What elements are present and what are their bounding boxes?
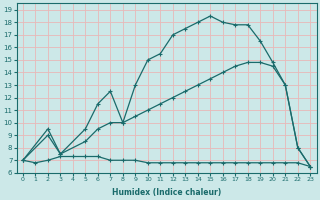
- X-axis label: Humidex (Indice chaleur): Humidex (Indice chaleur): [112, 188, 221, 197]
